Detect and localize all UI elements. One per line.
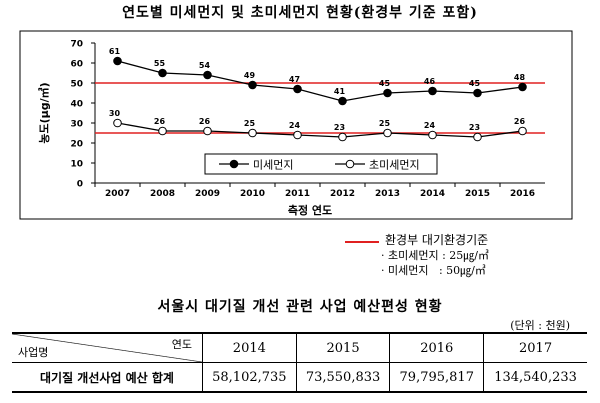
environment-standard-legend: 환경부 대기환경기준 · 초미세먼지 : 25㎍/㎥ · 미세먼지 : 50㎍/… xyxy=(345,229,585,279)
x-tick-label: 2015 xyxy=(465,189,490,199)
x-tick-label: 2013 xyxy=(375,189,400,199)
data-label: 30 xyxy=(109,109,121,118)
legend-label: 초미세먼지 xyxy=(369,159,420,172)
year-header: 2015 xyxy=(295,333,391,363)
data-point xyxy=(338,96,347,106)
budget-value: 134,540,233 xyxy=(483,362,587,392)
chart-frame xyxy=(19,30,573,220)
corner-project-label: 사업명 xyxy=(18,346,49,359)
data-label: 24 xyxy=(289,121,301,130)
unit-note: (단위 : 천원) xyxy=(510,319,570,332)
table-header-row: 연도 사업명 2014 2015 2016 2017 xyxy=(12,333,587,363)
x-tick-label: 2016 xyxy=(510,189,535,199)
y-tick-label: 40 xyxy=(70,100,83,110)
corner-header-cell: 연도 사업명 xyxy=(12,333,203,363)
data-point xyxy=(473,88,482,98)
chart-title: 연도별 미세먼지 및 초미세먼지 현황(환경부 기준 포함) xyxy=(122,5,478,21)
x-tick-label: 2009 xyxy=(195,189,220,199)
data-point xyxy=(293,84,302,94)
data-label: 47 xyxy=(289,75,300,84)
data-point xyxy=(428,130,437,140)
legend-swatch-marker xyxy=(229,159,239,169)
data-label: 55 xyxy=(154,59,166,68)
series-line xyxy=(117,60,523,102)
data-label: 26 xyxy=(154,117,166,126)
y-tick-label: 20 xyxy=(70,140,83,150)
data-point xyxy=(248,80,257,90)
x-tick-label: 2014 xyxy=(420,189,445,199)
data-label: 45 xyxy=(469,79,481,88)
data-point xyxy=(473,132,482,142)
data-label: 26 xyxy=(199,117,211,126)
data-label: 54 xyxy=(199,61,211,70)
data-label: 45 xyxy=(379,79,391,88)
y-axis-label: 농도(μg/㎥) xyxy=(37,82,51,143)
y-tick-label: 70 xyxy=(70,40,83,50)
standard-pm25: · 초미세먼지 : 25㎍/㎥ xyxy=(381,249,489,262)
series-line xyxy=(117,122,523,138)
year-header: 2016 xyxy=(389,333,485,363)
y-tick-label: 10 xyxy=(70,160,83,170)
y-tick-label: 0 xyxy=(77,180,83,190)
x-tick-label: 2012 xyxy=(330,189,355,199)
data-label: 48 xyxy=(514,73,526,82)
table-row: 대기질 개선사업 예산 합계 58,102,735 73,550,833 79,… xyxy=(12,362,587,392)
data-point xyxy=(338,132,347,142)
standard-line-swatch xyxy=(345,241,379,243)
chart-legend xyxy=(204,153,438,175)
data-label: 26 xyxy=(514,117,526,126)
data-label: 41 xyxy=(334,87,346,96)
data-label: 23 xyxy=(334,123,345,132)
line-chart: 0 10 20 30 40 50 60 70 2007 2008 2009 2010 2011 2012 2… xyxy=(19,30,573,220)
y-tick-label: 60 xyxy=(70,60,83,70)
budget-value: 73,550,833 xyxy=(295,362,391,392)
data-point xyxy=(113,118,122,128)
legend-label: 미세먼지 xyxy=(253,159,293,172)
y-tick-label: 50 xyxy=(70,80,83,90)
data-point xyxy=(518,126,527,136)
table-title: 서울시 대기질 개선 관련 사업 예산편성 현황 xyxy=(157,299,443,315)
year-header: 2014 xyxy=(202,333,297,363)
year-header: 2017 xyxy=(483,333,587,363)
row-label: 대기질 개선사업 예산 합계 xyxy=(12,362,203,392)
x-tick-label: 2008 xyxy=(150,189,175,199)
legend-swatch-marker xyxy=(345,159,355,169)
standard-pm10: · 미세먼지 : 50㎍/㎥ xyxy=(381,264,486,277)
data-label: 61 xyxy=(109,47,121,56)
y-tick-label: 30 xyxy=(70,120,83,130)
x-tick-label: 2010 xyxy=(240,189,265,199)
data-point xyxy=(383,88,392,98)
data-point xyxy=(203,126,212,136)
x-axis-label: 측정 연도 xyxy=(288,203,332,217)
data-point xyxy=(518,82,527,92)
data-point xyxy=(293,130,302,140)
data-label: 24 xyxy=(424,121,436,130)
data-label: 46 xyxy=(424,77,436,86)
data-point xyxy=(248,128,257,138)
data-point xyxy=(203,70,212,80)
data-label: 49 xyxy=(244,71,256,80)
data-label: 23 xyxy=(469,123,480,132)
data-label: 25 xyxy=(244,119,256,128)
corner-year-label: 연도 xyxy=(171,338,192,351)
data-point xyxy=(383,128,392,138)
data-point xyxy=(158,68,167,78)
x-tick-label: 2007 xyxy=(105,189,130,199)
data-point xyxy=(428,86,437,96)
x-tick-label: 2011 xyxy=(285,189,310,199)
data-label: 25 xyxy=(379,119,391,128)
budget-table: 연도 사업명 2014 2015 2016 2017 대기질 개선사업 예산 합… xyxy=(12,332,587,393)
data-point xyxy=(113,56,122,66)
standard-legend-title: 환경부 대기환경기준 xyxy=(385,233,489,247)
data-point xyxy=(158,126,167,136)
budget-value: 79,795,817 xyxy=(389,362,485,392)
budget-value: 58,102,735 xyxy=(202,362,297,392)
